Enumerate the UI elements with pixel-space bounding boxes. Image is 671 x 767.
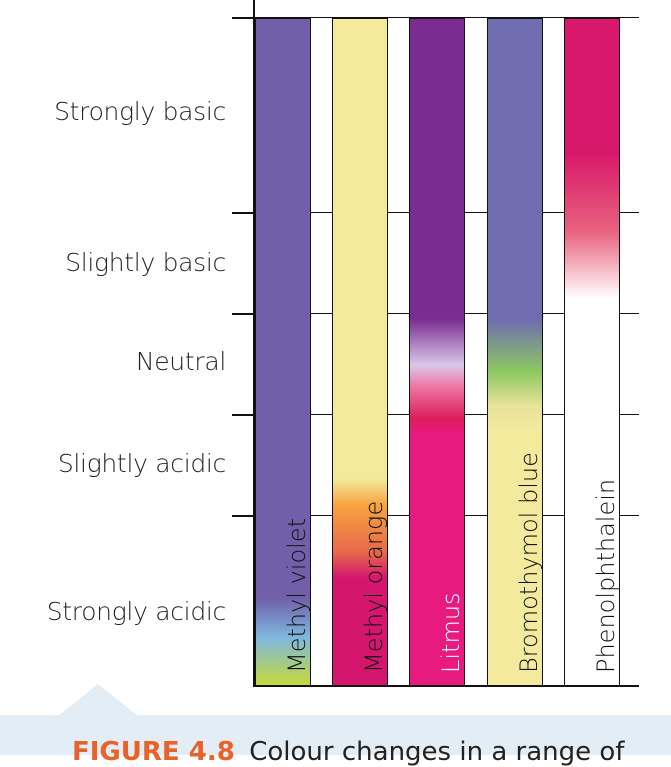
figure-number: FIGURE 4.8 — [72, 737, 235, 767]
level-label-slightly-acidic: Slightly acidic — [57, 449, 226, 478]
strip-label-bromothymol-blue: Bromothymol blue — [515, 452, 543, 673]
strip-label-litmus: Litmus — [437, 592, 465, 673]
axis-tick — [232, 414, 254, 416]
axis-tick — [232, 212, 254, 214]
strip-methyl-orange: Methyl orange — [332, 18, 388, 686]
axis-tick — [232, 515, 254, 517]
strip-litmus: Litmus — [409, 18, 465, 686]
caption-box — [0, 715, 671, 755]
strip-label-methyl-orange: Methyl orange — [360, 500, 388, 673]
strip-bromothymol-blue: Bromothymol blue — [487, 18, 543, 686]
caption-text: Colour changes in a range of — [249, 737, 625, 767]
gridline — [253, 17, 639, 18]
figure-caption: FIGURE 4.8 Colour changes in a range of — [72, 736, 624, 767]
level-label-strongly-acidic: Strongly acidic — [46, 597, 227, 626]
strip-label-methyl-violet: Methyl violet — [283, 518, 311, 673]
caption-pointer — [58, 684, 138, 716]
y-axis-line — [253, 0, 255, 686]
strip-label-phenolphthalein: Phenolphthalein — [592, 478, 620, 673]
axis-tick — [232, 313, 254, 315]
level-label-neutral: Neutral — [135, 347, 226, 376]
strip-phenolphthalein: Phenolphthalein — [564, 18, 620, 686]
x-axis-line — [253, 685, 639, 687]
level-label-strongly-basic: Strongly basic — [54, 97, 226, 126]
strip-methyl-violet: Methyl violet — [255, 18, 311, 686]
axis-tick — [232, 17, 254, 19]
level-label-slightly-basic: Slightly basic — [65, 248, 226, 277]
